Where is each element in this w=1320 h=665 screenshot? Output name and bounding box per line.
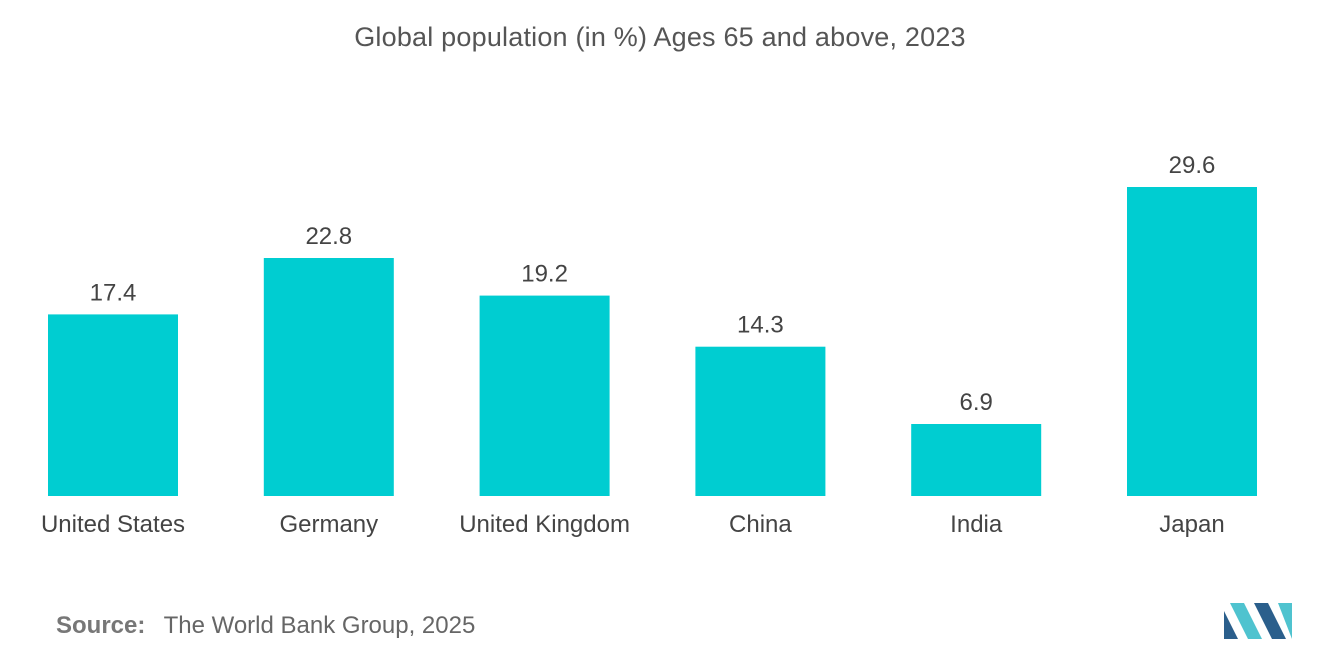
bar-india [911, 424, 1042, 496]
bar-united-kingdom [479, 295, 610, 496]
category-label: United States [41, 511, 185, 538]
bar-japan [1127, 187, 1257, 496]
source-text: The World Bank Group, 2025 [163, 612, 476, 639]
logo-shape-mid-right [1254, 603, 1286, 639]
category-label: India [950, 511, 1003, 538]
bar-china [695, 346, 826, 496]
logo-shape-right [1278, 603, 1292, 639]
value-label: 22.8 [305, 223, 352, 250]
bar-germany [263, 258, 394, 496]
value-label: 19.2 [521, 261, 568, 288]
bar-chart: 17.4 United States 22.8 Germany 19.2 United K… [41, 152, 1257, 538]
category-label: United Kingdom [459, 511, 630, 538]
chart-title: Global population (in %) Ages 65 and abo… [354, 22, 966, 52]
value-label: 14.3 [737, 312, 784, 339]
mordor-intelligence-logo-icon [1224, 603, 1292, 639]
category-label: Japan [1159, 511, 1224, 538]
category-label: China [729, 511, 792, 538]
value-label: 29.6 [1169, 152, 1216, 179]
value-label: 17.4 [90, 279, 137, 306]
category-label: Germany [279, 511, 378, 538]
source-line: Source: The World Bank Group, 2025 [56, 612, 475, 640]
logo-shape-mid-left [1230, 603, 1262, 639]
bar-united-states [48, 314, 178, 496]
value-label: 6.9 [960, 389, 993, 416]
source-label: Source: [56, 612, 146, 639]
logo-shape-left [1224, 611, 1238, 639]
